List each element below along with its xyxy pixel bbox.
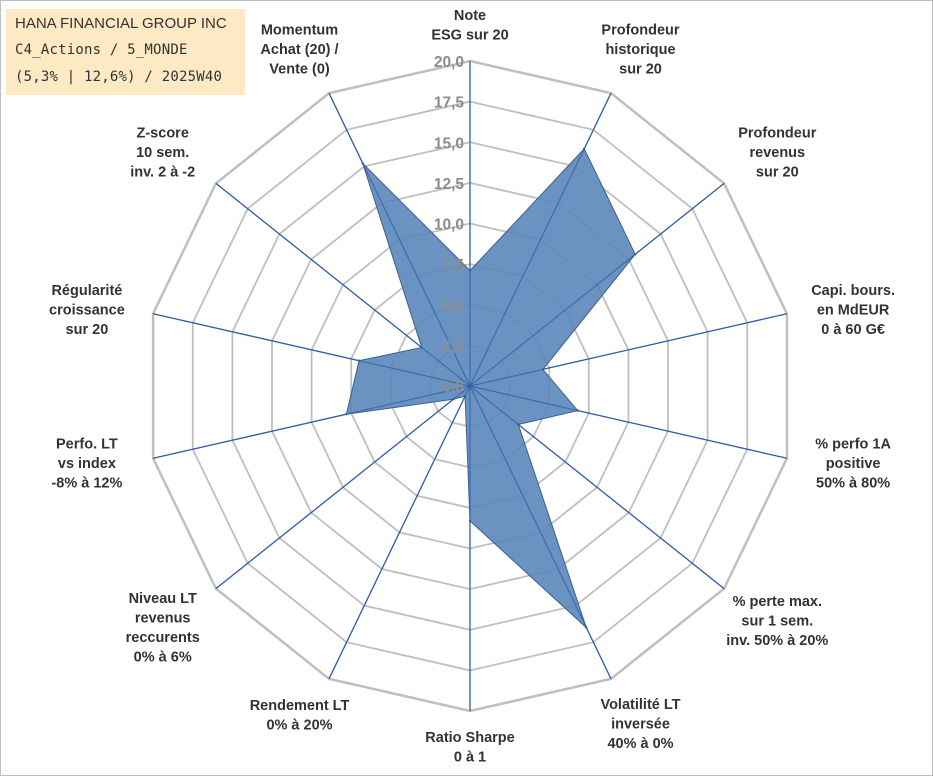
axis-label: Ratio Sharpe 0 à 1 <box>425 730 514 766</box>
axis-spoke-overlay <box>469 313 788 387</box>
axis-spoke-overlay <box>469 385 725 589</box>
tick-label: 17,5 <box>434 95 465 112</box>
axis-label-line: positive <box>826 456 881 472</box>
axis-label-line: -8% à 12% <box>51 476 122 492</box>
axis-label: Profondeur revenus sur 20 <box>738 125 816 180</box>
axis-label-line: sur 20 <box>66 322 109 338</box>
axis-label-line: 40% à 0% <box>607 736 673 752</box>
axis-label-line: 0 à 1 <box>454 750 486 766</box>
axis-label-line: % perfo 1A <box>815 437 891 453</box>
axis-label-line: vs index <box>58 456 116 472</box>
axis-label: Note ESG sur 20 <box>431 8 508 44</box>
axis-label-line: Z-score <box>137 125 189 141</box>
axis-spoke-overlay <box>469 385 788 459</box>
axis-label: Volatilité LT inversée 40% à 0% <box>600 697 680 752</box>
axis-label-line: croissance <box>49 303 125 319</box>
axis-label: Régularité croissance sur 20 <box>49 283 125 338</box>
axis-label: Momentum Achat (20) / Vente (0) <box>260 22 338 77</box>
axis-spoke-overlay <box>152 385 471 459</box>
axis-label-line: Momentum <box>261 22 338 38</box>
axis-label-line: sur 20 <box>756 164 799 180</box>
axis-spoke-overlay <box>469 93 612 387</box>
axis-label-line: reccurents <box>126 630 200 646</box>
title-company: HANA FINANCIAL GROUP INC <box>15 15 227 32</box>
axis-label-line: 50% à 80% <box>816 476 890 492</box>
axis-label-line: ESG sur 20 <box>431 28 508 44</box>
axis-label: Profondeur historique sur 20 <box>601 22 679 77</box>
axis-spoke-overlay <box>469 183 725 387</box>
tick-label: 7,5 <box>442 257 464 274</box>
tick-label: 0,0 <box>442 379 464 396</box>
axis-label-line: % perte max. <box>733 594 822 610</box>
axis-label-line: 10 sem. <box>136 145 189 161</box>
title-period: (5,3% | 12,6%) / 2025W40 <box>15 69 223 85</box>
axis-label-line: Profondeur <box>601 22 679 38</box>
axis-label-line: revenus <box>135 610 191 626</box>
axis-label-line: historique <box>605 42 675 58</box>
axis-label-line: 0% à 6% <box>134 649 192 665</box>
axis-label-line: Profondeur <box>738 125 816 141</box>
axis-label-line: sur 1 sem. <box>741 614 813 630</box>
title-category: C4_Actions / 5_MONDE <box>15 42 188 58</box>
title-box: HANA FINANCIAL GROUP INC C4_Actions / 5_… <box>6 9 245 95</box>
axis-label: Niveau LT revenus reccurents 0% à 6% <box>126 591 200 666</box>
axis-label: Capi. bours. en MdEUR 0 à 60 G€ <box>811 283 895 338</box>
tick-label: 5,0 <box>442 298 464 315</box>
axis-label-line: Régularité <box>51 283 122 299</box>
axis-spoke-overlay <box>328 93 471 387</box>
axis-label-line: revenus <box>749 145 805 161</box>
axis-label: % perte max. sur 1 sem. inv. 50% à 20% <box>726 594 828 649</box>
axis-spoke-overlay <box>152 313 471 387</box>
data-series-area <box>345 147 636 628</box>
axis-label-line: Note <box>454 8 486 24</box>
axis-label: Z-score 10 sem. inv. 2 à -2 <box>130 125 195 180</box>
axis-label-line: 0 à 60 G€ <box>821 322 885 338</box>
axis-spoke-overlay <box>469 385 612 679</box>
axis-spoke-overlay <box>215 183 471 387</box>
axis-label-line: Ratio Sharpe <box>425 730 514 746</box>
tick-label: 15,0 <box>434 135 464 152</box>
axis-label-line: Volatilité LT <box>600 697 680 713</box>
axis-label-line: inv. 2 à -2 <box>130 164 195 180</box>
axis-spoke-overlay <box>215 385 471 589</box>
tick-label: 10,0 <box>434 217 464 234</box>
axis-label-line: inversée <box>611 717 670 733</box>
axis-label-line: inv. 50% à 20% <box>726 633 828 649</box>
axis-label-line: Achat (20) / <box>260 42 338 58</box>
axis-spoke-overlay <box>328 385 471 679</box>
axis-label: Perfo. LT vs index -8% à 12% <box>51 437 122 492</box>
axis-label: Rendement LT 0% à 20% <box>250 698 350 734</box>
axis-label-line: 0% à 20% <box>266 718 332 734</box>
axis-label-line: Rendement LT <box>250 698 350 714</box>
tick-label: 12,5 <box>434 176 465 193</box>
axis-label-line: Vente (0) <box>269 61 330 77</box>
axis-label-line: Capi. bours. <box>811 283 895 299</box>
axis-label-line: en MdEUR <box>817 303 890 319</box>
axis-label-line: Niveau LT <box>129 591 197 607</box>
axis-label-line: Perfo. LT <box>56 437 118 453</box>
tick-label: 2,5 <box>442 338 464 355</box>
tick-label: 20,0 <box>434 54 464 71</box>
axis-label-line: sur 20 <box>619 61 662 77</box>
axis-label: % perfo 1A positive 50% à 80% <box>815 437 891 492</box>
